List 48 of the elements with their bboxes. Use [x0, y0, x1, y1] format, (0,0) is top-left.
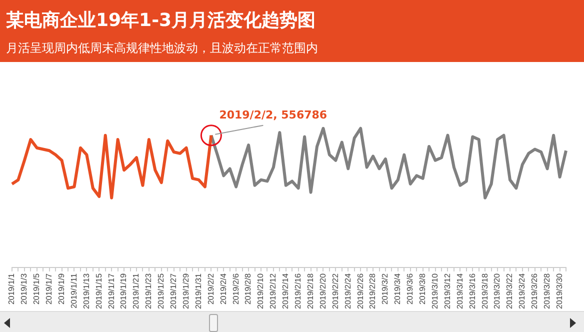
- x-tick-label: 2019/3/2: [380, 272, 390, 305]
- x-tick-label: 2019/1/13: [82, 272, 91, 310]
- x-tick-label: 2019/1/1: [7, 272, 16, 305]
- x-tick-label: 2019/2/12: [268, 272, 278, 310]
- x-tick-label: 2019/1/19: [119, 272, 128, 310]
- x-tick-label: 2019/1/9: [57, 272, 66, 305]
- x-tick-label: 2019/2/22: [330, 272, 340, 310]
- x-tick-label: 2019/2/14: [281, 272, 290, 310]
- x-tick-label: 2019/2/10: [256, 272, 266, 310]
- x-tick-label: 2019/1/21: [132, 272, 141, 310]
- x-tick-label: 2019/3/30: [554, 272, 564, 310]
- x-tick-label: 2019/1/3: [20, 272, 29, 305]
- x-tick-label: 2019/2/28: [368, 272, 378, 310]
- x-tick-label: 2019/2/2: [206, 272, 216, 305]
- x-tick-label: 2019/1/5: [32, 272, 42, 305]
- x-tick-label: 2019/3/22: [505, 272, 514, 310]
- x-tick-label: 2019/3/26: [530, 272, 540, 310]
- x-tick-label: 2019/3/16: [468, 272, 477, 310]
- x-tick-label: 2019/2/18: [306, 272, 315, 310]
- x-tick-label: 2019/1/23: [144, 272, 154, 310]
- x-tick-label: 2019/3/28: [542, 272, 552, 310]
- chart-title: 某电商企业19年1-3月月活变化趋势图: [6, 9, 317, 33]
- x-tick-label: 2019/2/8: [244, 272, 253, 305]
- x-tick-label: 2019/3/6: [406, 272, 415, 305]
- x-tick-label: 2019/3/12: [442, 272, 452, 310]
- x-tick-label: 2019/3/8: [418, 272, 428, 305]
- x-tick-label: 2019/2/20: [318, 272, 328, 310]
- x-tick-label: 2019/1/29: [181, 272, 190, 310]
- x-tick-label: 2019/1/17: [106, 272, 116, 310]
- x-tick-label: 2019/1/15: [94, 272, 104, 310]
- x-tick-label: 2019/3/20: [492, 272, 502, 310]
- x-tick-label: 2019/1/25: [156, 272, 166, 310]
- x-tick-label: 2019/3/4: [393, 272, 402, 305]
- x-tick-label: 2019/2/4: [218, 272, 228, 305]
- x-tick-label: 2019/3/10: [430, 272, 440, 310]
- x-tick-label: 2019/1/27: [169, 272, 178, 310]
- x-tick-label: 2019/1/7: [44, 272, 54, 305]
- x-tick-label: 2019/1/31: [194, 272, 203, 310]
- annotation: 2019/2/2, 556786: [219, 108, 328, 122]
- x-tick-label: 2019/1/11: [69, 272, 78, 308]
- x-tick-label: 2019/2/26: [356, 272, 365, 310]
- x-tick-label: 2019/3/18: [480, 272, 490, 310]
- chart-subtitle: 月活呈现周内低周末高规律性地波动，且波动在正常范围内: [6, 40, 319, 57]
- x-tick-label: 2019/3/24: [518, 272, 527, 310]
- x-tick-label: 2019/2/6: [231, 272, 240, 305]
- x-tick-label: 2019/2/16: [294, 272, 303, 310]
- x-tick-label: 2019/2/24: [343, 272, 352, 310]
- x-tick-label: 2019/3/14: [455, 272, 464, 310]
